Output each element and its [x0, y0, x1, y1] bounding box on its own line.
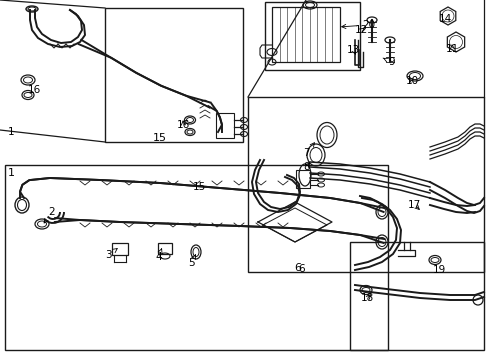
Text: 18: 18 — [361, 293, 374, 303]
Text: 3: 3 — [105, 248, 117, 260]
Bar — [350, 242, 484, 350]
Text: 6: 6 — [298, 264, 305, 274]
Text: 4: 4 — [155, 249, 162, 262]
Text: 6: 6 — [294, 263, 301, 273]
Text: 16: 16 — [177, 120, 190, 130]
Bar — [112, 243, 128, 255]
Text: 8: 8 — [303, 162, 310, 172]
Text: 16: 16 — [28, 85, 41, 95]
Bar — [216, 113, 234, 138]
Text: 15: 15 — [153, 133, 167, 143]
Text: 17: 17 — [408, 200, 421, 210]
Text: 15: 15 — [193, 182, 206, 192]
Text: 5: 5 — [188, 255, 196, 268]
Text: 1: 1 — [8, 168, 15, 178]
Bar — [105, 8, 243, 142]
Bar — [248, 97, 484, 272]
Text: 2: 2 — [44, 207, 55, 223]
Text: 9: 9 — [383, 57, 395, 67]
Bar — [158, 243, 172, 254]
Text: 7: 7 — [303, 143, 315, 158]
Text: 13: 13 — [347, 45, 360, 55]
Bar — [296, 170, 310, 188]
Text: 1: 1 — [8, 127, 15, 137]
Bar — [5, 165, 388, 350]
Text: 11: 11 — [446, 44, 459, 54]
Text: 19: 19 — [433, 265, 446, 275]
Bar — [272, 7, 340, 62]
Text: 14: 14 — [439, 14, 452, 24]
Bar — [265, 2, 360, 70]
Text: 12: 12 — [355, 25, 368, 35]
Text: 20: 20 — [342, 20, 375, 30]
Text: 10: 10 — [406, 76, 419, 86]
